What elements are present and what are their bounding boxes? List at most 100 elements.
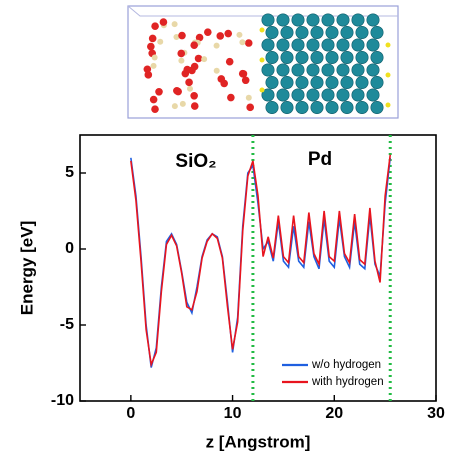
pd-atom (280, 76, 294, 90)
pd-atom (321, 13, 335, 27)
pd-atom (336, 38, 350, 52)
atom (148, 34, 157, 43)
pd-atom (280, 50, 294, 64)
atom (178, 31, 186, 40)
h-atom (385, 42, 391, 48)
pd-atom (325, 101, 339, 115)
atom (245, 94, 252, 101)
y-tick-label: -5 (60, 316, 74, 333)
y-tick-label: -10 (51, 392, 74, 409)
pd-atom (291, 38, 305, 52)
pd-atom (366, 63, 380, 77)
pd-atom (355, 76, 369, 90)
pd-atom (366, 38, 380, 52)
pd-atom (261, 88, 275, 102)
atom (157, 38, 164, 45)
pd-atom (265, 76, 279, 90)
atom (150, 62, 157, 69)
pd-atom (291, 88, 305, 102)
x-tick-label: 0 (126, 405, 135, 422)
pd-atom (280, 25, 294, 39)
pd-atom (310, 50, 324, 64)
atom (174, 87, 182, 96)
atom (190, 91, 198, 100)
pd-atom (351, 88, 365, 102)
pd-atom (336, 13, 350, 27)
pd-atom (325, 50, 339, 64)
pd-atom (276, 13, 290, 27)
pd-atom (336, 63, 350, 77)
atom (147, 42, 155, 51)
pd-atom (355, 101, 369, 115)
pd-atom (340, 76, 354, 90)
x-axis-label: z [Angstrom] (206, 432, 311, 451)
atom (225, 57, 234, 66)
atom (246, 103, 254, 112)
pd-atom (265, 25, 279, 39)
pd-atom (265, 50, 279, 64)
series-line (130, 157, 392, 368)
pd-atom (306, 88, 320, 102)
atom (224, 29, 233, 38)
pd-atom (306, 63, 320, 77)
y-axis-label: Energy [eV] (17, 221, 36, 315)
pd-atom (370, 25, 384, 39)
atom (185, 78, 193, 87)
pd-atom (336, 88, 350, 102)
atom (151, 105, 159, 113)
y-tick-label: 0 (65, 240, 74, 257)
x-tick-label: 10 (224, 405, 242, 422)
pd-atom (321, 88, 335, 102)
atom (178, 57, 185, 64)
atom (213, 67, 220, 74)
pd-atom (340, 101, 354, 115)
x-tick-label: 30 (427, 405, 445, 422)
atom (179, 100, 186, 107)
h-atom (385, 72, 391, 78)
atom (238, 69, 247, 78)
atom (204, 28, 212, 36)
pd-atom (310, 25, 324, 39)
annotation: SiO₂ (175, 151, 216, 172)
atom (151, 54, 158, 61)
atom (244, 39, 253, 47)
pd-atom (340, 25, 354, 39)
atom (173, 33, 180, 40)
atom (241, 76, 250, 85)
pd-atom (325, 25, 339, 39)
pd-atom (295, 25, 309, 39)
atom (186, 85, 193, 92)
pd-atom (291, 63, 305, 77)
atom (194, 54, 203, 63)
atom (171, 21, 178, 28)
pd-atom (325, 76, 339, 90)
atom (159, 18, 168, 26)
atom (177, 49, 186, 58)
pd-atom (280, 101, 294, 115)
pd-atom (306, 38, 320, 52)
pd-atom (321, 38, 335, 52)
legend-label: with hydrogen (311, 376, 384, 388)
atom (213, 42, 220, 49)
pd-atom (310, 101, 324, 115)
pd-atom (306, 13, 320, 27)
series-line (130, 154, 392, 368)
atom (195, 33, 204, 42)
atom (190, 102, 199, 110)
atom (190, 41, 199, 50)
x-tick-label: 20 (325, 405, 343, 422)
pd-atom (370, 76, 384, 90)
pd-atom (366, 88, 380, 102)
pd-atom (321, 63, 335, 77)
pd-atom (370, 101, 384, 115)
pd-atom (355, 50, 369, 64)
annotation: Pd (308, 149, 332, 170)
y-tick-label: 5 (65, 164, 74, 181)
pd-atom (261, 63, 275, 77)
atom (151, 22, 159, 30)
pd-atom (276, 38, 290, 52)
pd-atom (366, 13, 380, 27)
h-atom (385, 102, 391, 108)
